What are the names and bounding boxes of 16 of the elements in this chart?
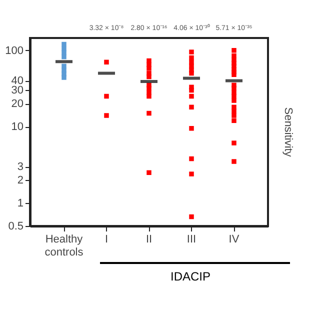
- x-tick-label: Healthy controls: [44, 234, 84, 258]
- y-tick-label: 20: [11, 98, 24, 110]
- y-tick-label: 3: [17, 161, 24, 174]
- x-tick-label: IV: [228, 234, 240, 246]
- y-tick-label: 2: [17, 174, 24, 187]
- x-axis-title: IDACIP: [170, 270, 211, 284]
- y-tick-label: 40: [11, 75, 24, 88]
- y-tick-label: 0.5: [8, 220, 24, 232]
- x-tick-label: I: [104, 234, 108, 246]
- y-tick-label: 30: [11, 84, 24, 97]
- x-tick-label: III: [186, 234, 196, 246]
- y-tick-label: 100: [5, 44, 24, 57]
- y-tick-label: 10: [11, 121, 24, 134]
- x-tick-label: II: [146, 234, 152, 246]
- y-axis-title: Sensitivity: [282, 107, 294, 158]
- y-tick-label: 1: [17, 198, 24, 210]
